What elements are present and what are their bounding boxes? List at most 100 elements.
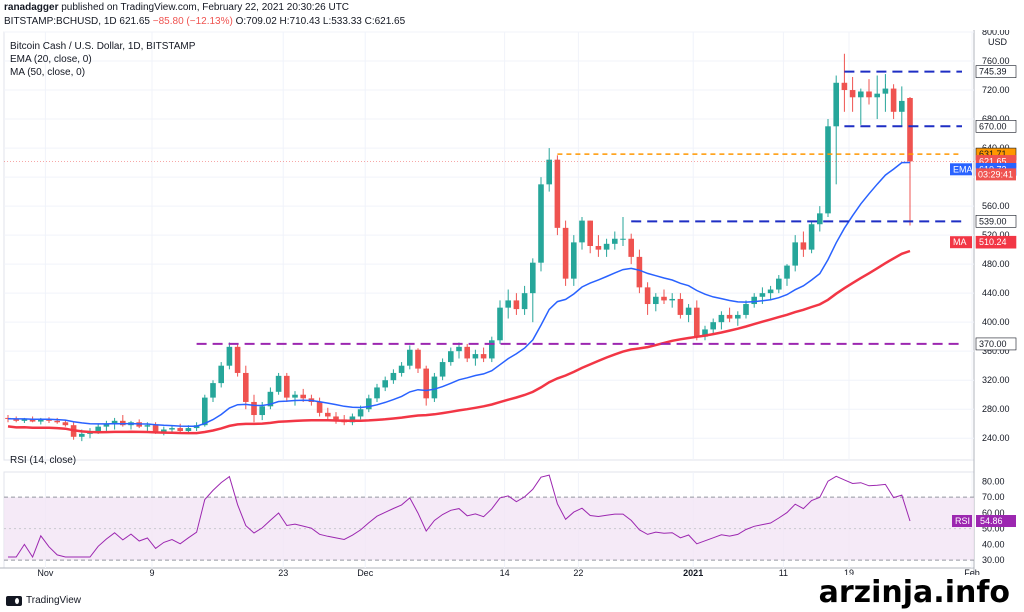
candle-body <box>628 238 634 257</box>
y-tick-label: 720.00 <box>982 85 1010 95</box>
candle-body <box>735 314 741 319</box>
rsi-tick-label: 70.00 <box>982 492 1005 502</box>
candle-body <box>767 289 774 294</box>
y-tick-label: 440.00 <box>982 288 1010 298</box>
price-chart[interactable]: Nov923Dec142220211119Feb15Mar240.00280.0… <box>0 30 1024 590</box>
candle-body <box>603 243 610 250</box>
candle-body <box>161 429 167 433</box>
publish-line: ranadagger published on TradingView.com,… <box>4 2 349 13</box>
candle-body <box>144 425 151 427</box>
price-label-box <box>975 120 1017 133</box>
ema-20-line <box>7 161 911 428</box>
rsi-tag: RSI <box>955 516 970 526</box>
candle-body <box>382 380 388 388</box>
x-tick-label: 9 <box>149 568 154 578</box>
chart-legend: Bitcoin Cash / U.S. Dollar, 1D, BITSTAMP… <box>10 40 195 79</box>
candle-body <box>423 368 429 399</box>
price-label-text: 539.00 <box>979 216 1007 226</box>
price-label: 745.39 <box>975 65 1017 78</box>
price-label-text: 510.24 <box>979 237 1007 247</box>
ma-legend[interactable]: MA (50, close, 0) <box>10 67 86 78</box>
candle-body <box>300 394 306 399</box>
candle-body <box>374 387 380 399</box>
author-name[interactable]: ranadagger <box>4 2 59 13</box>
candle-body <box>95 426 101 431</box>
rsi-value-box <box>976 515 1016 528</box>
candle-body <box>169 428 175 430</box>
candle-body <box>234 346 241 373</box>
candle-body <box>439 362 446 377</box>
last-price: 621.65 <box>119 16 150 27</box>
candle-body <box>743 304 749 315</box>
candle-body <box>562 227 569 279</box>
candle-body <box>497 307 503 341</box>
x-tick-label: 14 <box>500 568 510 578</box>
countdown-box <box>976 168 1016 181</box>
candle-body <box>792 242 798 266</box>
rsi-tick-label: 80.00 <box>982 476 1005 486</box>
candle-body <box>390 372 397 381</box>
y-tick-label: 360.00 <box>982 346 1010 356</box>
candle-body <box>243 372 249 402</box>
candle-body <box>833 82 839 127</box>
chart-title: Bitcoin Cash / U.S. Dollar, 1D, BITSTAMP <box>10 41 196 52</box>
y-tick-label: 520.00 <box>982 230 1010 240</box>
candle-body <box>653 296 659 305</box>
rsi-value-text: 54.86 <box>980 516 1003 526</box>
candle-body <box>259 406 265 416</box>
x-tick-label: Nov <box>37 568 54 578</box>
candle-body <box>472 354 479 359</box>
candle-body <box>284 375 290 398</box>
price-label-text: 370.00 <box>979 339 1007 349</box>
candle-body <box>29 419 36 422</box>
candle-body <box>620 238 626 240</box>
price-label-text: 745.39 <box>979 67 1007 77</box>
y-tick-label: 480.00 <box>982 259 1010 269</box>
x-tick-label: 19 <box>844 568 854 578</box>
candle-body <box>538 184 544 263</box>
x-tick-label: Dec <box>357 568 374 578</box>
rsi-legend[interactable]: RSI (14, close) <box>10 455 77 466</box>
candle-body <box>448 351 454 363</box>
candle-body <box>349 416 356 423</box>
candle-body <box>480 354 487 359</box>
candle-body <box>407 349 413 366</box>
candle-body <box>874 93 880 98</box>
y-tick-label: 680.00 <box>982 114 1010 124</box>
candle-body <box>907 97 913 162</box>
y-tick-label: 760.00 <box>982 56 1010 66</box>
candle-body <box>661 296 667 301</box>
candle-body <box>841 82 848 91</box>
x-tick-label: 2021 <box>683 568 703 578</box>
candle-body <box>890 88 897 112</box>
price-label-box <box>975 337 1017 351</box>
candle-body <box>726 314 733 319</box>
candle-body <box>587 220 593 246</box>
candle-body <box>554 159 561 228</box>
candle-body <box>677 298 684 315</box>
tradingview-logo[interactable]: TradingView <box>6 595 81 606</box>
published-text: published on TradingView.com, February 2… <box>61 2 350 13</box>
candle-body <box>185 428 192 431</box>
candle-body <box>849 90 856 98</box>
tradingview-logo-icon <box>6 595 22 606</box>
candle-body <box>79 433 85 437</box>
indicator-tag: EMA <box>953 164 973 174</box>
candle-body <box>251 401 257 416</box>
price-label: 510.24 MA <box>950 235 1017 249</box>
y-tick-label: 400.00 <box>982 317 1010 327</box>
site-watermark: arzinja.info <box>812 575 1016 610</box>
candle-body <box>226 346 233 366</box>
y-tick-label: 280.00 <box>982 404 1010 414</box>
candle-body <box>718 314 725 323</box>
y-tick-label: 320.00 <box>982 375 1010 385</box>
candle-body <box>120 420 126 426</box>
ema-legend[interactable]: EMA (20, close, 0) <box>10 54 92 65</box>
candle-body <box>54 420 60 423</box>
candle-body <box>177 428 183 431</box>
price-label-box <box>975 215 1017 228</box>
candle-body <box>333 416 339 420</box>
candle-body <box>530 262 536 294</box>
candle-body <box>694 307 700 337</box>
candle-body <box>111 420 118 424</box>
